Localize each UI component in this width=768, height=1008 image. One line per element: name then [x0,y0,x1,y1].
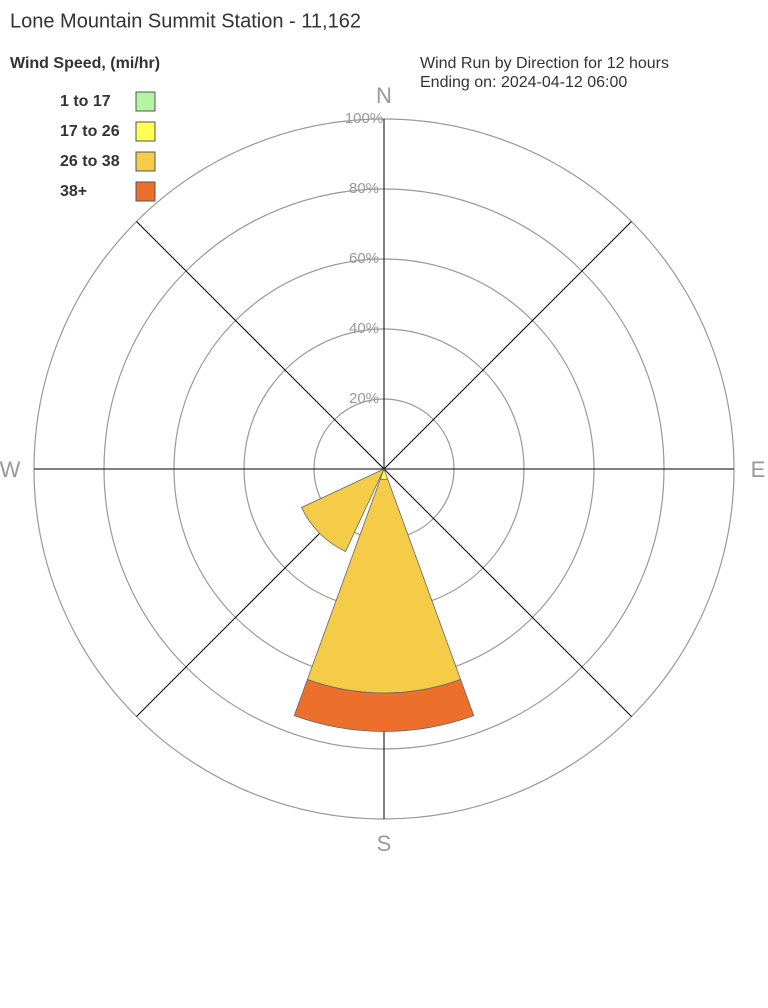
spoke [383,221,632,470]
spoke [383,468,632,717]
subtitle: Wind Run by Direction for 12 hours [420,55,669,72]
legend-swatch [135,121,156,142]
legend-title: Wind Speed, (mi/hr) [10,55,160,72]
direction-label: N [376,83,392,108]
legend-swatch [135,181,156,202]
legend-swatch [135,91,156,112]
r-tick-label: 60% [349,250,379,267]
r-tick-label: 20% [349,390,379,407]
r-tick-label: 40% [349,320,379,337]
legend-swatch [135,151,156,172]
legend-label: 38+ [60,183,87,200]
legend-label: 17 to 26 [60,123,120,140]
direction-label: S [377,831,392,856]
wedge-segment [293,678,475,732]
direction-label: W [0,457,21,482]
chart-title: Lone Mountain Summit Station - 11,162 [10,10,361,32]
r-tick-label: 100% [345,110,383,127]
legend-label: 1 to 17 [60,93,111,110]
spoke [136,221,385,470]
subtitle: Ending on: 2024-04-12 06:00 [420,74,627,91]
legend-label: 26 to 38 [60,153,120,170]
direction-label: E [751,457,766,482]
r-tick-label: 80% [349,180,379,197]
